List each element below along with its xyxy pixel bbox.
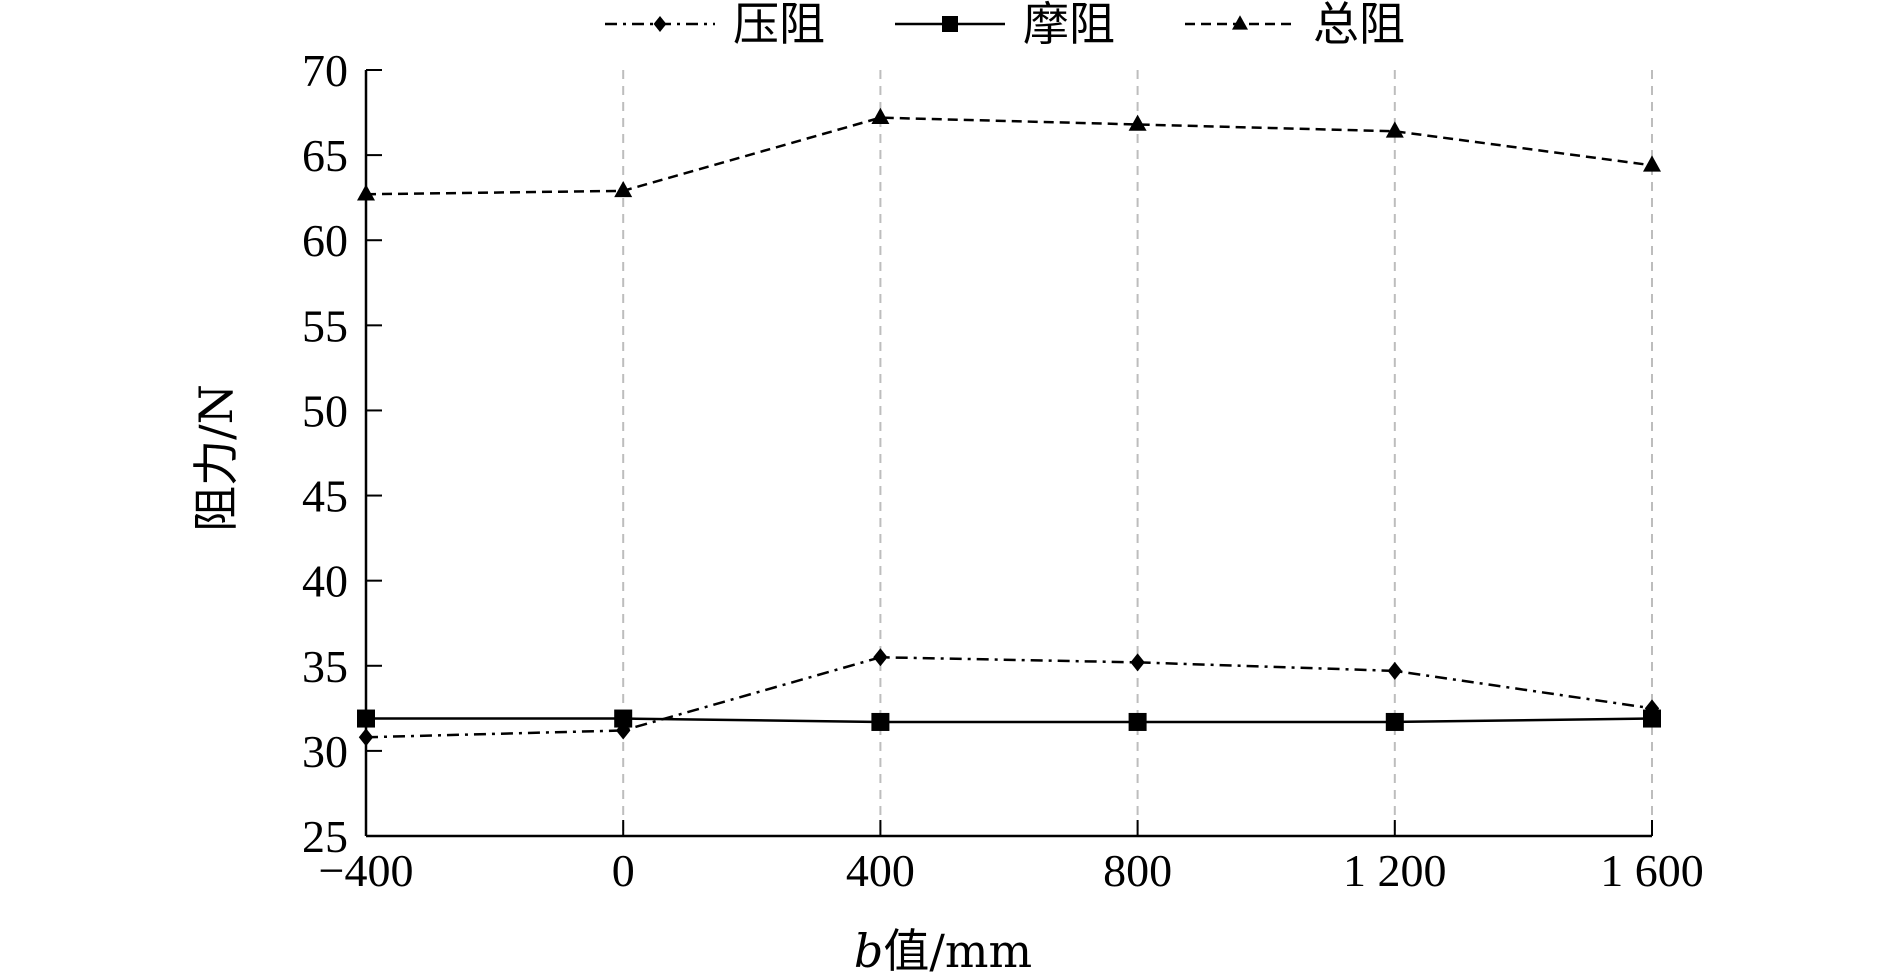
legend: 压阻 摩阻 总阻 [605, 0, 1405, 51]
data-point [871, 107, 890, 124]
x-axis-title-unit: 值/mm [883, 924, 1032, 977]
data-point [871, 712, 890, 731]
data-point [614, 180, 633, 198]
y-tick-label: 50 [302, 385, 348, 436]
y-tick-label: 25 [302, 811, 348, 862]
data-point [614, 709, 633, 728]
series-line [365, 656, 1653, 739]
y-tick-label: 30 [302, 726, 348, 777]
x-axis-title: b值/mm [854, 924, 1032, 977]
series-diamond [358, 648, 1660, 747]
data-point [357, 709, 375, 728]
legend-label: 压阻 [733, 0, 825, 51]
data-point [358, 728, 374, 747]
y-tick-label: 35 [302, 641, 348, 692]
data-point [1128, 712, 1147, 731]
x-tick-label: 800 [1103, 845, 1172, 896]
x-axis-ticks: −400 0 400 800 1 200 1 600 [319, 820, 1704, 896]
legend-label: 总阻 [1313, 0, 1405, 51]
legend-label: 摩阻 [1023, 0, 1115, 51]
x-axis-title-variable: b [854, 924, 883, 977]
x-tick-label: −400 [319, 845, 414, 896]
y-axis-title: 阻力/N [189, 384, 243, 532]
y-tick-label: 60 [302, 215, 348, 266]
data-point [1385, 121, 1404, 138]
y-tick-label: 65 [302, 130, 348, 181]
y-tick-label: 55 [302, 300, 348, 351]
legend-marker [1232, 15, 1248, 30]
legend-item: 压阻 [605, 0, 825, 51]
data-point [616, 721, 631, 740]
series-square [357, 709, 1661, 731]
legend-marker [653, 16, 667, 32]
legend-item: 摩阻 [895, 0, 1115, 51]
data-point [1128, 114, 1147, 131]
data-point [1387, 661, 1402, 680]
data-point [873, 648, 888, 667]
series-triangle [357, 107, 1661, 201]
x-tick-label: 1 600 [1600, 845, 1704, 896]
x-tick-label: 400 [846, 845, 915, 896]
y-tick-label: 40 [302, 556, 348, 607]
y-axis-ticks: 25 30 35 40 45 50 55 60 65 70 [302, 45, 382, 862]
legend-item: 总阻 [1185, 0, 1405, 51]
series-line [365, 116, 1653, 196]
data-point [357, 184, 375, 201]
data-point [1130, 653, 1145, 672]
x-tick-label: 0 [612, 845, 635, 896]
legend-marker [942, 16, 958, 32]
y-tick-label: 70 [302, 45, 348, 96]
x-tick-label: 1 200 [1343, 845, 1447, 896]
data-point [1643, 709, 1661, 728]
data-point [1385, 712, 1404, 731]
y-tick-label: 45 [302, 471, 348, 522]
data-point [1643, 155, 1661, 172]
series-layer [357, 107, 1661, 747]
series-line [366, 717, 1653, 724]
